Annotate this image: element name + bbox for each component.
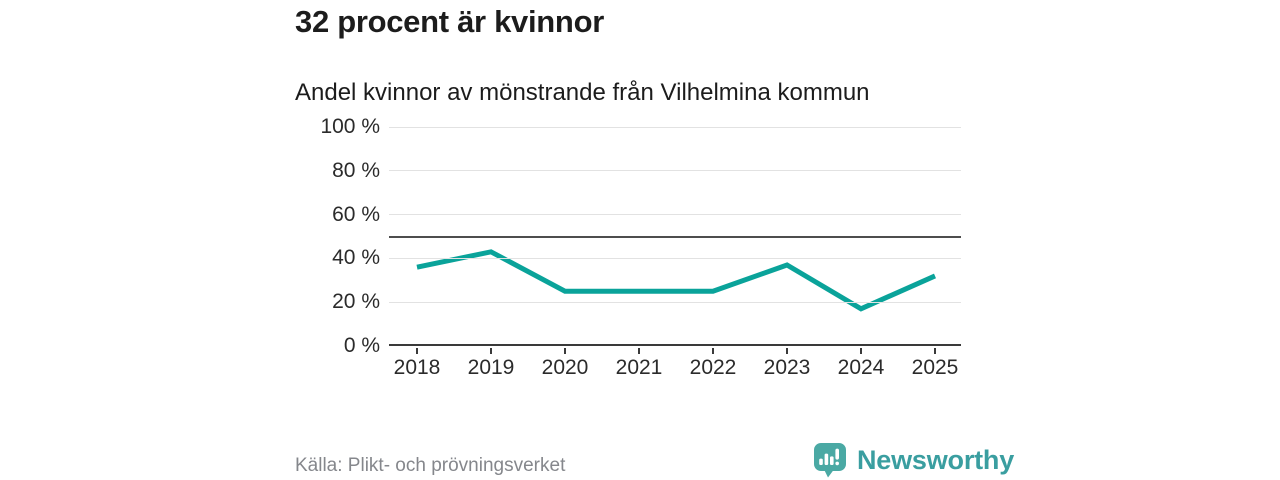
y-axis-label: 0 % bbox=[343, 334, 380, 357]
plot-area bbox=[389, 126, 961, 346]
axis-tick bbox=[638, 348, 640, 354]
source-note: Källa: Plikt- och prövningsverket bbox=[295, 455, 566, 476]
y-axis-label: 60 % bbox=[332, 202, 380, 226]
newsworthy-wordmark: Newsworthy bbox=[857, 444, 1015, 475]
x-axis-label: 2023 bbox=[763, 356, 811, 379]
axis-tick bbox=[786, 348, 788, 354]
axis-tick bbox=[416, 348, 418, 354]
x-axis-label: 2024 bbox=[837, 356, 885, 379]
axis-tick bbox=[934, 348, 936, 354]
axis-tick bbox=[564, 348, 566, 354]
gridline bbox=[389, 257, 961, 259]
x-axis-label: 2021 bbox=[615, 356, 663, 379]
gridline bbox=[389, 214, 961, 216]
axis-tick bbox=[860, 348, 862, 354]
y-axis-label: 100 % bbox=[320, 115, 380, 138]
data-line bbox=[416, 249, 937, 312]
x-axis-label: 2025 bbox=[911, 356, 959, 379]
axis-tick bbox=[490, 348, 492, 354]
chart-title: 32 procent är kvinnor bbox=[295, 4, 604, 39]
chart-subtitle: Andel kvinnor av mönstrande från Vilhelm… bbox=[295, 79, 870, 106]
reference-line-50pct bbox=[389, 235, 961, 238]
y-axis-label: 80 % bbox=[332, 158, 380, 182]
gridline bbox=[389, 170, 961, 172]
newsworthy-bubble-chart-icon bbox=[814, 442, 846, 477]
x-axis-label: 2019 bbox=[467, 356, 515, 379]
newsworthy-logo[interactable]: Newsworthy bbox=[812, 441, 1014, 479]
x-axis-label: 2020 bbox=[541, 356, 589, 379]
gridline bbox=[389, 126, 961, 128]
x-axis-label: 2018 bbox=[393, 356, 441, 379]
gridline bbox=[389, 301, 961, 303]
y-axis-label: 40 % bbox=[332, 246, 380, 270]
y-axis-label: 20 % bbox=[332, 290, 380, 314]
x-axis-label: 2022 bbox=[689, 356, 737, 379]
axis-tick bbox=[712, 348, 714, 354]
